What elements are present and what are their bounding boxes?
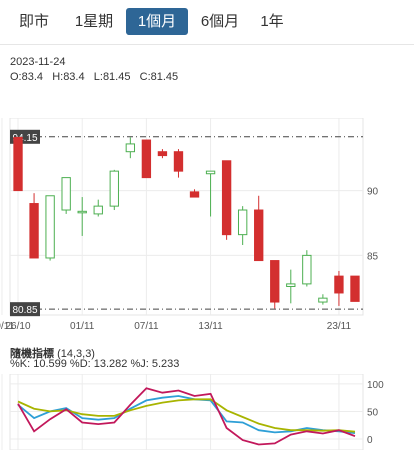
candle [29,193,39,259]
kdj-line-chart: 0 50 100 [1,374,384,450]
range-reference-label: 80.85 [12,305,37,316]
x-tick-label: 01/11 [70,321,95,332]
candle-body [61,177,71,211]
tab-1-week[interactable]: 1星期 [74,13,114,30]
candle [318,294,328,305]
kdj-values: %K: 10.599 %D: 13.282 %J: 5.233 [10,358,180,370]
timeframe-tabs: 即市 1星期 1個月 6個月 1年 [0,0,414,45]
candle-body [189,191,200,198]
candle-body [205,170,216,175]
candle-body [29,203,39,259]
candle [45,195,55,261]
tab-realtime[interactable]: 即市 [18,13,49,30]
candle-body [173,151,184,172]
candle-body [270,260,280,303]
candle [237,206,248,246]
candle [189,189,200,198]
candle-body [45,195,55,259]
x-tick-label: 19/11 [0,321,15,332]
candle-body [237,209,248,236]
kdj-series-k [17,395,356,434]
candle [173,149,184,178]
candle [93,199,103,217]
kdj-series-j [17,387,356,446]
kdj-frame [9,374,364,450]
candle [254,195,264,262]
candle [77,197,87,236]
date-label: 2023-11-24 [10,56,66,68]
y-tick-label: 90 [367,187,379,198]
candle-body [334,275,344,294]
x-tick-label: 23/11 [327,321,352,332]
candle [61,177,71,214]
price-candlestick-chart: 85 90 26/10 01/11 07/11 13/11 19/11 23/11 94.15 8… [0,118,379,332]
range-reference-tag [10,302,40,317]
candle-body [93,205,103,215]
tab-1-month[interactable]: 1個月 [126,8,188,35]
candle [302,250,312,287]
kdj-y-tick-label: 0 [367,435,373,446]
candle [350,275,360,302]
x-tick-label: 13/11 [198,321,223,332]
x-tick-label: 26/10 [6,321,31,332]
kdj-y-tick-label: 50 [367,407,379,418]
candle-body [350,275,360,302]
candle [157,149,168,159]
candle-body [141,139,152,179]
candle-body [125,143,136,153]
candle-body [157,151,168,157]
kdj-params: (14,3,3) [57,348,95,360]
y-tick-label: 85 [367,251,379,262]
candle [125,137,136,159]
kdj-title: 隨機指標 [10,348,54,360]
kdj-y-tick-label: 100 [367,380,384,391]
x-tick-label: 07/11 [134,321,159,332]
candle-body [286,283,296,287]
candle [334,270,344,306]
candle [221,160,232,240]
candle [286,269,296,304]
candle-body [302,254,312,285]
candle-body [13,136,23,192]
candle [109,169,119,211]
tab-1-year[interactable]: 1年 [260,13,284,30]
candle [141,139,152,179]
kdj-heading: 隨機指標 (14,3,3) [10,345,95,361]
plot-frame [9,118,364,316]
kdj-series-d [17,398,356,433]
range-reference-label: 94.15 [12,133,37,144]
candle-body [254,209,264,262]
candle [13,136,23,192]
candle [205,170,216,217]
candle-body [77,210,87,214]
candle [270,260,280,309]
candle-body [221,160,232,236]
tab-6-months[interactable]: 6個月 [200,13,240,30]
candle-body [318,297,328,303]
ohlc-readout: O:83.4 H:83.4 L:81.45 C:81.45 [10,71,179,83]
candle-body [109,170,119,207]
